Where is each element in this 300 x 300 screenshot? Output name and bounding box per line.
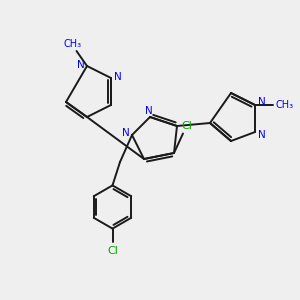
Text: N: N	[76, 60, 84, 70]
Text: N: N	[258, 97, 266, 107]
Text: Cl: Cl	[107, 246, 118, 256]
Text: CH₃: CH₃	[64, 39, 82, 50]
Text: N: N	[122, 128, 129, 139]
Text: N: N	[114, 71, 122, 82]
Text: N: N	[145, 106, 152, 116]
Text: N: N	[258, 130, 266, 140]
Text: CH₃: CH₃	[276, 100, 294, 110]
Text: Cl: Cl	[181, 121, 192, 131]
